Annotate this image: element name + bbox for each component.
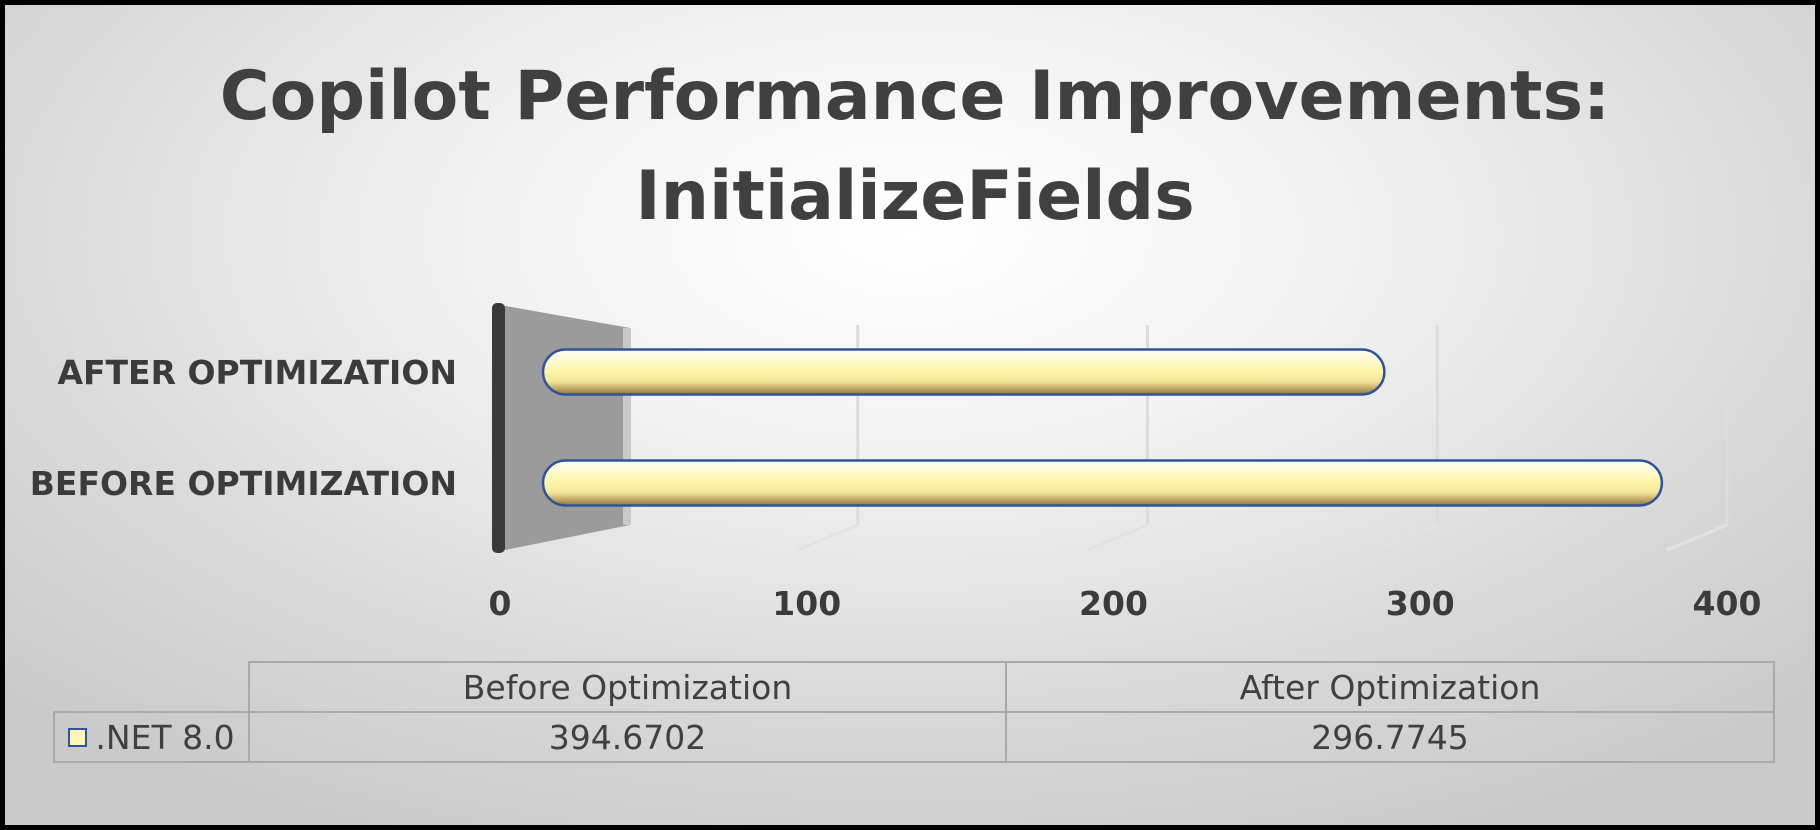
x-tick-label: 200 bbox=[1079, 584, 1148, 623]
data-table-header-before: Before Optimization bbox=[248, 661, 1007, 713]
floor-gridline bbox=[1376, 523, 1438, 552]
bar-after-optimization bbox=[541, 348, 1386, 396]
data-table-value-before: 394.6702 bbox=[248, 711, 1007, 763]
data-table-row: .NET 8.0 394.6702 296.7745 bbox=[53, 711, 1775, 763]
category-label-before-optimization: BEFORE OPTIMIZATION bbox=[30, 464, 457, 503]
vertical-axis bbox=[492, 303, 505, 553]
legend-key bbox=[68, 727, 88, 747]
data-table-corner bbox=[54, 662, 250, 713]
x-tick-label: 100 bbox=[772, 584, 841, 623]
chart-title-line-2: InitializeFields bbox=[635, 157, 1195, 236]
x-tick-label: 300 bbox=[1386, 584, 1455, 623]
chart-title-line-1: Copilot Performance Improvements: bbox=[219, 57, 1611, 136]
floor-gridline bbox=[797, 523, 859, 552]
floor-gridline bbox=[1086, 523, 1149, 552]
data-table: Before Optimization After Optimization .… bbox=[53, 661, 1775, 763]
category-label-after-optimization: AFTER OPTIMIZATION bbox=[57, 353, 457, 392]
floor-gridline bbox=[1666, 523, 1728, 552]
x-tick-label: 0 bbox=[489, 584, 512, 623]
bar-before-optimization bbox=[541, 459, 1664, 507]
bar-chart: BEFORE OPTIMIZATION AFTER OPTIMIZATION 0 10… bbox=[30, 303, 1762, 623]
x-tick-label: 400 bbox=[1693, 584, 1762, 623]
series-name: .NET 8.0 bbox=[95, 717, 235, 757]
side-wall-edge bbox=[623, 328, 631, 525]
data-table-header-after: After Optimization bbox=[1005, 661, 1775, 713]
data-table-header-row: Before Optimization After Optimization bbox=[54, 661, 1775, 713]
data-table-value-after: 296.7745 bbox=[1005, 711, 1775, 763]
data-table-series-label: .NET 8.0 bbox=[53, 711, 250, 763]
side-wall bbox=[500, 305, 630, 551]
